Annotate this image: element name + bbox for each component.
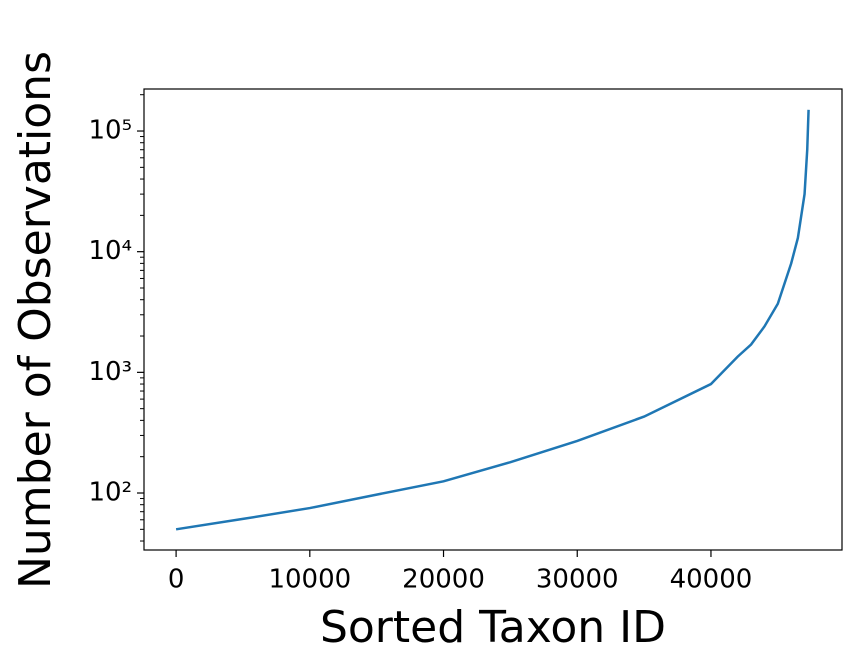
plot-frame bbox=[143, 88, 843, 551]
x-tick-label: 20000 bbox=[402, 565, 485, 595]
y-tick-label: 10⁵ bbox=[88, 116, 132, 146]
data-line bbox=[175, 109, 810, 531]
y-axis-label: Number of Observations bbox=[10, 51, 61, 589]
y-tick-label: 10² bbox=[88, 478, 132, 508]
x-tick-label: 30000 bbox=[536, 565, 619, 595]
y-tick-label: 10⁴ bbox=[88, 236, 132, 266]
x-tick-label: 10000 bbox=[268, 565, 351, 595]
x-tick-label: 0 bbox=[168, 565, 185, 595]
y-tick-label: 10³ bbox=[88, 357, 132, 387]
x-tick-label: 40000 bbox=[670, 565, 753, 595]
x-axis-label: Sorted Taxon ID bbox=[320, 602, 666, 653]
